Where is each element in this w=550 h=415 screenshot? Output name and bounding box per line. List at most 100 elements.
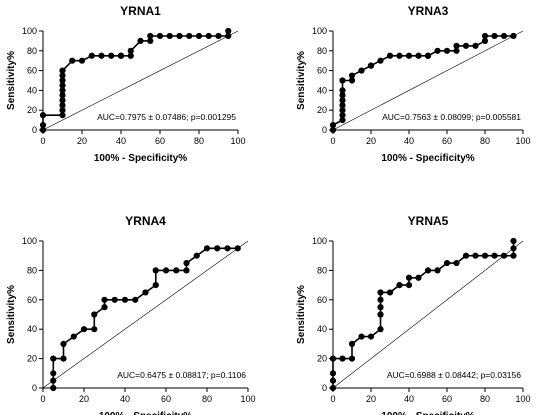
roc-point	[462, 252, 470, 259]
roc-point	[453, 259, 460, 267]
x-tick-label: 60	[161, 394, 171, 404]
roc-point	[510, 32, 517, 40]
y-tick-label: 80	[317, 265, 327, 275]
y-tick-label: 40	[317, 85, 327, 95]
reference-line	[42, 30, 239, 131]
x-tick-label: 20	[366, 394, 376, 404]
x-tick-label: 80	[194, 136, 204, 146]
roc-point	[481, 252, 489, 259]
auc-annotation: AUC=0.6988 ± 0.08442; p=0.03156	[387, 370, 521, 380]
y-tick-label: 40	[27, 85, 37, 95]
x-axis-label: 100% - Specificity%	[381, 411, 474, 415]
x-tick-label: 0	[330, 394, 335, 404]
panel-title: YRNA1	[120, 4, 161, 18]
roc-panel-1: YRNA1 00 20 20 40 40 60 60 80 80 100 100 100% - Spec…	[6, 4, 246, 164]
roc-point	[491, 32, 498, 40]
roc-point	[453, 47, 460, 54]
y-tick-label: 60	[317, 295, 327, 305]
roc-point	[173, 267, 180, 274]
x-tick-label: 40	[404, 136, 414, 146]
y-tick-label: 0	[32, 125, 37, 135]
roc-point	[152, 282, 159, 289]
roc-point	[329, 377, 337, 384]
y-tick-label: 0	[322, 383, 327, 393]
roc-point	[405, 52, 413, 59]
reference-line	[42, 240, 249, 389]
roc-point	[195, 32, 203, 40]
roc-point	[91, 311, 98, 318]
roc-point	[50, 377, 57, 384]
y-axis-label: Sensitivity%	[296, 51, 307, 110]
y-tick-label: 40	[27, 324, 37, 334]
roc-point	[339, 117, 346, 124]
roc-point	[186, 32, 193, 40]
roc-point	[329, 121, 337, 129]
x-tick-label: 60	[155, 136, 165, 146]
roc-point	[339, 92, 346, 99]
y-tick-label: 60	[27, 66, 37, 76]
x-tick-label: 40	[120, 394, 130, 404]
roc-point	[377, 326, 384, 333]
x-tick-label: 80	[480, 394, 490, 404]
roc-point	[415, 274, 422, 281]
y-tick-label: 0	[32, 383, 37, 393]
auc-annotation: AUC=0.7563 ± 0.08099; p=0.005581	[382, 112, 521, 122]
roc-point	[386, 52, 394, 59]
roc-point	[50, 370, 57, 377]
roc-point	[127, 47, 134, 54]
y-tick-label: 80	[27, 46, 37, 56]
roc-point	[121, 296, 129, 303]
roc-point	[50, 384, 57, 392]
y-tick-label: 100	[312, 26, 327, 36]
auc-annotation: AUC=0.6475 ± 0.08817; p=0.1106	[117, 370, 246, 380]
roc-point	[156, 32, 164, 40]
roc-point	[91, 326, 98, 333]
x-tick-label: 100	[515, 136, 530, 146]
roc-point	[60, 340, 67, 347]
roc-point	[101, 304, 108, 311]
roc-point	[434, 47, 441, 54]
x-tick-label: 60	[442, 136, 452, 146]
x-tick-label: 0	[330, 136, 335, 146]
roc-point	[214, 245, 221, 252]
x-axis-label: 100% - Specificity%	[94, 153, 187, 164]
roc-point	[225, 32, 232, 40]
roc-point	[98, 52, 105, 59]
y-tick-label: 20	[27, 105, 37, 115]
y-tick-label: 100	[312, 236, 327, 246]
roc-point	[59, 112, 66, 119]
roc-point	[339, 77, 346, 84]
roc-point	[377, 311, 384, 318]
y-axis-label: Sensitivity%	[296, 285, 307, 344]
auc-annotation: AUC=0.7975 ± 0.07486; p=0.001295	[97, 112, 236, 122]
y-tick-label: 40	[317, 324, 327, 334]
roc-point	[59, 92, 66, 99]
roc-point	[377, 296, 384, 303]
reference-line	[332, 240, 524, 389]
roc-point	[510, 252, 517, 259]
roc-point	[59, 87, 66, 94]
roc-point	[329, 384, 337, 392]
roc-point	[183, 267, 190, 274]
roc-point	[203, 245, 211, 252]
roc-point	[59, 107, 66, 114]
roc-point	[377, 57, 384, 64]
roc-point	[137, 37, 144, 45]
roc-point	[142, 289, 149, 296]
roc-point	[225, 27, 232, 35]
roc-point	[377, 289, 384, 296]
roc-point	[472, 42, 479, 49]
x-axis-label: 100% - Specificity%	[381, 153, 474, 164]
roc-point	[234, 245, 241, 252]
roc-panel-4: YRNA5 00 20 20 40 40 60 60 80 80 100 100 100% - Spec…	[296, 214, 531, 415]
x-tick-label: 0	[40, 394, 45, 404]
panel-title: YRNA4	[125, 214, 166, 228]
x-tick-label: 40	[116, 136, 126, 146]
roc-point	[224, 245, 231, 252]
roc-point	[108, 52, 115, 59]
x-tick-label: 100	[230, 136, 245, 146]
roc-point	[39, 112, 47, 119]
roc-point	[60, 355, 67, 362]
roc-point	[510, 237, 517, 245]
x-tick-label: 60	[442, 394, 452, 404]
